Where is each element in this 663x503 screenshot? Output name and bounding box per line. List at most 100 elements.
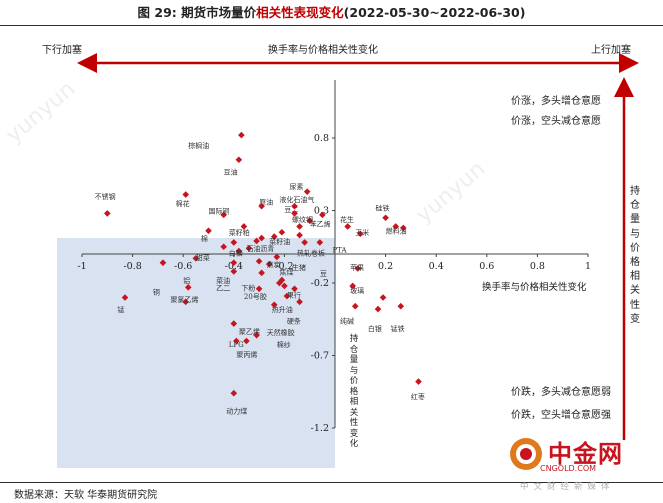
y-tick-label: -0.7: [311, 351, 329, 362]
point-label: 下粉: [241, 283, 255, 292]
point-label: 聚氯乙烯: [171, 295, 199, 304]
point-label: 聚丙烯: [236, 350, 257, 359]
data-point: [382, 214, 389, 222]
point-label: 苹果: [350, 263, 364, 272]
point-label: 白糖: [229, 248, 243, 257]
data-point: [184, 284, 192, 291]
point-label: 热轧卷板: [297, 248, 325, 257]
data-point: [230, 268, 238, 275]
data-point: [301, 239, 308, 246]
y-tick-label: -1.2: [311, 423, 329, 434]
point-label: 锰铁: [391, 324, 405, 333]
point-label: 焦炭: [267, 260, 281, 269]
data-point: [243, 337, 250, 345]
data-point: [276, 279, 283, 287]
data-point: [278, 228, 286, 236]
x-tick-label: -0.6: [174, 261, 192, 272]
point-label: 白银: [368, 324, 382, 333]
point-label: 果行: [287, 291, 301, 300]
data-point: [159, 259, 167, 266]
point-label: 红枣: [411, 392, 425, 401]
point-label: 20号胶: [244, 292, 267, 301]
point-label: 硅铁: [375, 204, 389, 213]
data-point: [296, 231, 303, 239]
point-label: 焦煤: [279, 267, 293, 276]
x-tick-label: 0.6: [479, 261, 494, 272]
quadrant-note-bottom-2: 价跌，空头增仓意愿强: [511, 410, 611, 421]
data-point: [220, 243, 227, 251]
point-label: 天然橡胶: [267, 328, 295, 337]
y-axis-label: 持仓量与价格相关性变化: [349, 334, 359, 449]
point-label: 聚乙烯: [239, 327, 260, 336]
data-point: [354, 265, 362, 272]
x-tick-label: 0.8: [530, 261, 545, 272]
data-point: [265, 260, 273, 268]
data-point: [283, 292, 291, 300]
data-point: [270, 233, 278, 240]
point-label: 菜籽油: [269, 237, 290, 246]
quadrant-note-bottom-1: 价跌，多头减仓意愿弱: [511, 387, 611, 398]
data-point: [306, 217, 313, 224]
data-point: [296, 298, 303, 306]
x-axis-label: 换手率与价格相关性变化: [482, 282, 587, 293]
data-point: [182, 191, 190, 198]
data-point: [415, 378, 422, 385]
point-label: 玉米: [355, 228, 369, 237]
point-label: 花生: [340, 215, 354, 224]
point-label: 甜菜: [196, 253, 210, 262]
point-label: 豆二: [284, 206, 298, 214]
quadrant-note-top-1: 价涨，多头增仓意愿: [511, 96, 601, 107]
point-label: 乙二: [216, 284, 230, 292]
y-tick-label: -0.2: [311, 278, 329, 289]
data-point: [253, 331, 260, 339]
x-tick-label: 1: [585, 261, 591, 272]
data-point: [296, 223, 303, 230]
data-point: [255, 285, 263, 293]
logo-slogan: 中文财经新媒体: [520, 482, 615, 492]
figure-title: 图 29: 期货市场量价相关性表现变化(2022-05-30~2022-06-3…: [0, 0, 663, 26]
point-label: 硬条: [287, 317, 301, 326]
x-tick-label: 0.4: [429, 261, 444, 272]
point-label: 铝: [183, 276, 190, 285]
data-point: [258, 269, 265, 277]
point-label: PTA: [332, 247, 347, 255]
title-prefix: 图 29: 期货市场量价: [137, 5, 257, 20]
point-label: 液化石油气: [279, 195, 314, 204]
data-point: [374, 305, 382, 313]
point-label: LPG: [229, 341, 244, 349]
quadrant-note-top-2: 价涨，空头减仓意愿: [511, 116, 601, 127]
x-tick-label: 0.2: [378, 261, 393, 272]
data-point: [240, 223, 248, 230]
point-label: 热升油: [272, 305, 293, 314]
footer-divider: [0, 482, 663, 483]
top-axis-left-label: 下行加塞: [42, 45, 82, 56]
data-source: 数据来源：天软 华泰期货研究院: [14, 490, 158, 501]
y-tick-label: 0.8: [314, 133, 329, 144]
data-point: [230, 239, 238, 246]
x-tick-label: -0.2: [275, 261, 293, 272]
right-axis-label: 持仓量与价格相关性变: [630, 186, 640, 325]
data-point: [273, 253, 281, 261]
point-label: 纯碱: [340, 317, 354, 326]
point-label: 棕榈油: [188, 141, 209, 150]
x-tick-label: -0.4: [225, 261, 243, 272]
data-point: [230, 259, 238, 266]
y-tick-label: 0.3: [314, 206, 329, 217]
point-label: 棉纱: [277, 340, 291, 349]
data-point: [121, 294, 129, 301]
data-point: [291, 202, 298, 210]
data-point: [392, 223, 400, 230]
point-label: 棉花: [176, 199, 190, 208]
logo-mark: [510, 438, 542, 470]
point-label: 不锈钢: [95, 192, 116, 201]
data-point: [316, 239, 324, 246]
point-label: 棉: [201, 234, 208, 243]
data-point: [319, 211, 326, 219]
point-label: 锰: [117, 305, 124, 314]
point-label: 菜油: [216, 276, 230, 285]
data-point: [270, 301, 278, 309]
data-point: [400, 224, 407, 232]
point-label: 铜: [153, 288, 160, 297]
data-point: [233, 337, 240, 345]
